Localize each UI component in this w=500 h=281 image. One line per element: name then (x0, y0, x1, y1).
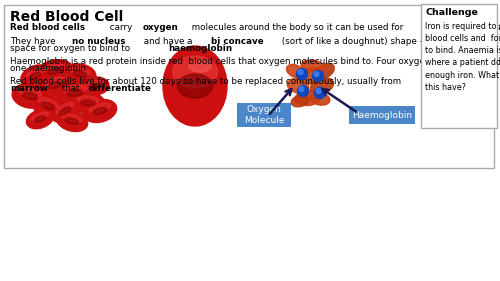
Text: one haemoglobin: one haemoglobin (10, 64, 86, 73)
Ellipse shape (21, 65, 49, 87)
Ellipse shape (84, 99, 116, 123)
Circle shape (312, 71, 324, 81)
Text: Oxygen
Molecule: Oxygen Molecule (244, 105, 284, 125)
Text: Iron is required to make red
blood cells and  for the oxygen
to bind. Anaemia is: Iron is required to make red blood cells… (425, 22, 500, 92)
Ellipse shape (26, 109, 54, 129)
Ellipse shape (67, 90, 83, 96)
Circle shape (298, 85, 308, 96)
Ellipse shape (12, 84, 48, 108)
Ellipse shape (40, 74, 70, 96)
Circle shape (298, 69, 303, 74)
FancyBboxPatch shape (4, 5, 494, 168)
Ellipse shape (310, 93, 330, 105)
Circle shape (314, 87, 326, 99)
Ellipse shape (22, 92, 38, 99)
Ellipse shape (44, 64, 66, 72)
Circle shape (314, 71, 319, 76)
Ellipse shape (34, 116, 46, 122)
Ellipse shape (81, 100, 95, 106)
Ellipse shape (64, 64, 96, 84)
Ellipse shape (62, 85, 88, 94)
Ellipse shape (51, 99, 79, 123)
Text: molecules around the body so it can be used for: molecules around the body so it can be u… (189, 23, 406, 32)
Ellipse shape (29, 72, 41, 80)
Ellipse shape (287, 79, 309, 93)
Circle shape (296, 69, 308, 80)
Ellipse shape (296, 68, 324, 84)
Ellipse shape (178, 74, 212, 98)
Ellipse shape (45, 77, 65, 86)
Ellipse shape (56, 102, 74, 114)
Text: differentiate: differentiate (88, 84, 152, 93)
Ellipse shape (48, 81, 62, 89)
Ellipse shape (286, 64, 304, 78)
Text: space for oxygen to bind to: space for oxygen to bind to (10, 44, 133, 53)
Ellipse shape (60, 107, 70, 115)
Ellipse shape (32, 94, 64, 118)
Text: oxygen: oxygen (143, 23, 179, 32)
Ellipse shape (62, 114, 82, 122)
FancyBboxPatch shape (237, 103, 291, 127)
Ellipse shape (66, 118, 78, 124)
Ellipse shape (316, 64, 334, 78)
Text: (sort of like a doughnut) shape – this allows for a: (sort of like a doughnut) shape – this a… (279, 37, 499, 46)
Ellipse shape (93, 108, 107, 114)
Ellipse shape (56, 81, 94, 105)
Text: bi concave: bi concave (212, 37, 264, 46)
Ellipse shape (18, 88, 42, 97)
Ellipse shape (38, 98, 58, 108)
FancyBboxPatch shape (349, 106, 415, 124)
Text: haemoglobin: haemoglobin (168, 44, 232, 53)
Text: Haemoglobin is a red protein inside red  blood cells that oxygen molecules bind : Haemoglobin is a red protein inside red … (10, 57, 500, 66)
Ellipse shape (70, 67, 90, 75)
Ellipse shape (301, 60, 323, 72)
Ellipse shape (295, 90, 321, 106)
Text: Haemoglobin: Haemoglobin (352, 110, 412, 119)
Ellipse shape (310, 78, 334, 94)
Text: Challenge: Challenge (425, 8, 478, 17)
Ellipse shape (26, 68, 44, 78)
Circle shape (299, 87, 304, 92)
Text: respiration: respiration (470, 23, 500, 32)
Text: no nucleus: no nucleus (72, 37, 126, 46)
Ellipse shape (81, 77, 109, 95)
Ellipse shape (32, 112, 48, 121)
FancyBboxPatch shape (421, 4, 497, 128)
Ellipse shape (41, 102, 55, 110)
Text: Red Blood Cell: Red Blood Cell (10, 10, 123, 24)
Text: and have a: and have a (142, 37, 196, 46)
Text: that: that (59, 84, 82, 93)
Ellipse shape (291, 95, 309, 107)
Circle shape (316, 89, 321, 94)
Ellipse shape (90, 103, 110, 112)
Text: Red blood cells: Red blood cells (10, 23, 85, 32)
Text: They have: They have (10, 37, 58, 46)
Text: marrow: marrow (10, 84, 48, 93)
Ellipse shape (189, 60, 211, 72)
Ellipse shape (37, 60, 73, 82)
Ellipse shape (71, 92, 105, 114)
Ellipse shape (77, 96, 99, 104)
Ellipse shape (48, 68, 62, 74)
Ellipse shape (172, 56, 218, 88)
Text: carry: carry (107, 23, 135, 32)
Ellipse shape (56, 110, 88, 132)
Ellipse shape (89, 83, 101, 89)
Ellipse shape (86, 80, 104, 87)
Ellipse shape (163, 46, 227, 126)
Text: Red blood cells live for about 120 days so have to be replaced continuously, usu: Red blood cells live for about 120 days … (10, 77, 404, 86)
Ellipse shape (74, 71, 86, 77)
